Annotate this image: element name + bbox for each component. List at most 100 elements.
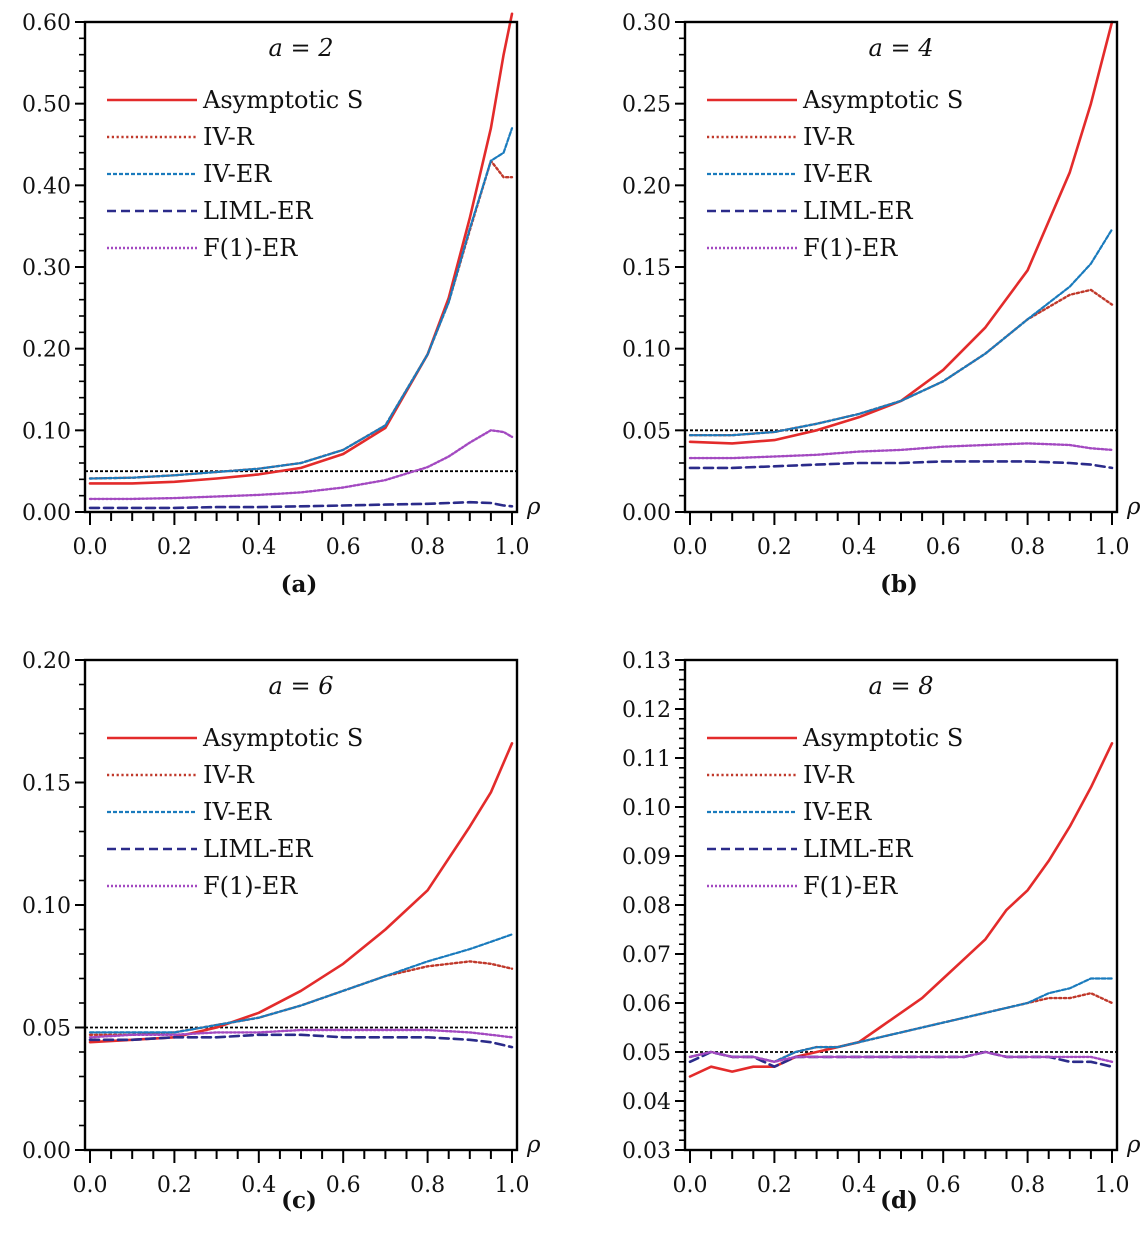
series-line-liml-er: [88, 500, 514, 510]
legend-label: Asymptotic S: [802, 86, 963, 114]
series-line-asymptotic-s: [688, 741, 1114, 1078]
panel-caption: (d): [880, 1187, 918, 1214]
y-tick-label: 0.00: [22, 501, 71, 526]
legend-label: LIML-ER: [203, 197, 314, 225]
legend-label: IV-R: [803, 761, 855, 789]
x-tick-label: 0.4: [241, 1173, 276, 1198]
legend-label: LIML-ER: [803, 835, 914, 863]
y-tick-label: 0.60: [22, 11, 71, 36]
y-tick-label: 0.05: [622, 419, 671, 444]
series-line-iv-r: [88, 960, 514, 1037]
y-tick-label: 0.15: [622, 256, 671, 281]
y-tick-label: 0.50: [22, 93, 71, 118]
x-tick-label: 0.0: [673, 535, 708, 560]
y-tick-label: 0.08: [622, 894, 671, 919]
y-tick-label: 0.20: [22, 338, 71, 363]
x-tick-label: 0.8: [410, 1173, 445, 1198]
x-tick-label: 0.6: [926, 1173, 961, 1198]
y-tick-label: 0.07: [622, 943, 671, 968]
series-line-iv-er: [88, 933, 514, 1034]
chart-panel-3: 0.00 0.05 0.10 0.15 0.20 0.0 0.2 0.4 0.6 0.8 1.0 ρ a…: [22, 649, 541, 1214]
x-tick-label: 1.0: [495, 1173, 530, 1198]
series-line-liml-er: [88, 1033, 514, 1049]
x-tick-label: 0.0: [73, 1173, 108, 1198]
x-tick-label: 0.4: [841, 1173, 876, 1198]
legend-label: F(1)-ER: [803, 234, 898, 262]
legend: Asymptotic S IV-R IV-ER LIML-ER F(1)-ER: [107, 724, 363, 900]
series-line-iv-er: [88, 127, 514, 480]
y-tick-label: 0.10: [22, 419, 71, 444]
y-tick-label: 0.00: [22, 1139, 71, 1164]
y-tick-label: 0.40: [22, 174, 71, 199]
legend-label: IV-R: [203, 761, 255, 789]
y-tick-label: 0.00: [622, 501, 671, 526]
legend-label: IV-ER: [803, 160, 872, 188]
legend-label: IV-R: [203, 123, 255, 151]
x-tick-label: 0.0: [673, 1173, 708, 1198]
x-tick-label: 0.8: [1010, 1173, 1045, 1198]
legend-label: LIML-ER: [803, 197, 914, 225]
series-line-liml-er: [688, 1050, 1114, 1068]
panel-title: a = 2: [269, 34, 334, 62]
x-tick-label: 0.4: [241, 535, 276, 560]
x-tick-label: 0.8: [410, 535, 445, 560]
panel-caption: (b): [880, 571, 918, 598]
series-line-f-1-er: [688, 1050, 1114, 1064]
series-line-asymptotic-s: [88, 12, 514, 485]
panel-title: a = 4: [869, 34, 934, 62]
panel-title: a = 8: [869, 672, 934, 700]
y-tick-label: 0.05: [22, 1017, 71, 1042]
series-line-iv-er: [688, 977, 1114, 1063]
y-tick-label: 0.30: [22, 256, 71, 281]
x-tick-label: 0.4: [841, 535, 876, 560]
panel-caption: (c): [281, 1187, 317, 1214]
series-line-iv-er: [688, 228, 1114, 437]
y-tick-label: 0.11: [622, 747, 671, 772]
legend: Asymptotic S IV-R IV-ER LIML-ER F(1)-ER: [707, 724, 963, 900]
x-tick-label: 0.6: [926, 535, 961, 560]
y-tick-label: 0.15: [22, 772, 71, 797]
y-tick-label: 0.10: [22, 894, 71, 919]
y-tick-label: 0.30: [622, 11, 671, 36]
legend-label: IV-ER: [203, 798, 272, 826]
x-axis-label: ρ: [1126, 494, 1140, 520]
y-tick-label: 0.09: [622, 845, 671, 870]
panel-title: a = 6: [269, 672, 334, 700]
x-tick-label: 0.2: [757, 535, 792, 560]
legend-label: IV-ER: [203, 160, 272, 188]
y-tick-label: 0.03: [622, 1139, 671, 1164]
series-line-asymptotic-s: [88, 741, 514, 1044]
legend-label: LIML-ER: [203, 835, 314, 863]
y-tick-label: 0.06: [622, 992, 671, 1017]
chart-panel-2: 0.00 0.05 0.10 0.15 0.20 0.25 0.30 0.0 0.2 0.4 0.6…: [622, 11, 1140, 598]
legend-label: IV-ER: [803, 798, 872, 826]
series-line-liml-er: [688, 460, 1114, 470]
y-tick-label: 0.13: [622, 649, 671, 674]
y-tick-label: 0.10: [622, 338, 671, 363]
x-tick-label: 1.0: [1095, 1173, 1130, 1198]
y-tick-label: 0.12: [622, 698, 671, 723]
y-tick-label: 0.25: [622, 93, 671, 118]
x-tick-label: 0.6: [326, 1173, 361, 1198]
legend-label: Asymptotic S: [202, 724, 363, 752]
series-line-f-1-er: [88, 429, 514, 501]
series-line-asymptotic-s: [688, 20, 1114, 445]
x-tick-label: 0.2: [157, 1173, 192, 1198]
series-line-f-1-er: [88, 1028, 514, 1039]
panel-caption: (a): [281, 571, 318, 598]
x-tick-label: 1.0: [1095, 535, 1130, 560]
x-axis-label: ρ: [526, 494, 541, 520]
x-tick-label: 0.8: [1010, 535, 1045, 560]
x-tick-label: 0.2: [757, 1173, 792, 1198]
series-line-f-1-er: [688, 442, 1114, 460]
legend-label: F(1)-ER: [203, 872, 298, 900]
y-tick-label: 0.05: [622, 1041, 671, 1066]
x-axis-label: ρ: [1126, 1132, 1140, 1158]
legend: Asymptotic S IV-R IV-ER LIML-ER F(1)-ER: [107, 86, 363, 262]
y-tick-label: 0.10: [622, 796, 671, 821]
y-tick-label: 0.20: [22, 649, 71, 674]
chart-panel-4: 0.03 0.04 0.05 0.06 0.07 0.08 0.09 0.10 0.11 0.12…: [622, 649, 1140, 1214]
legend-label: F(1)-ER: [803, 872, 898, 900]
